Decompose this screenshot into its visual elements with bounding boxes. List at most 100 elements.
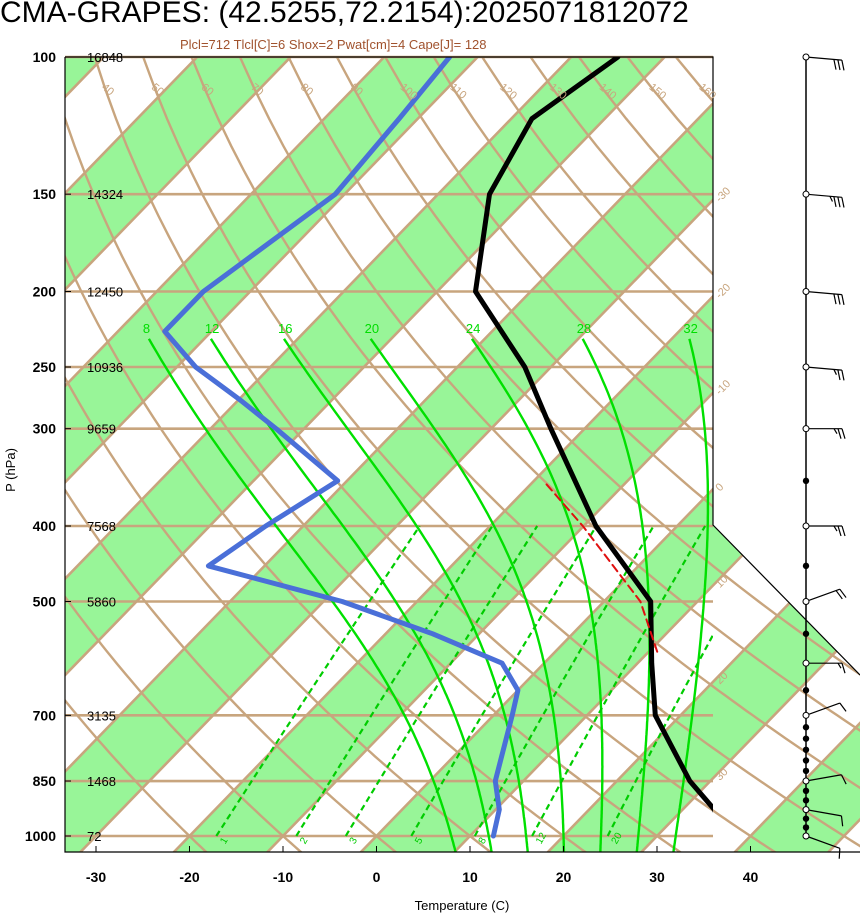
wind-barb-staff xyxy=(805,809,842,817)
moist-adiabat-label: 20 xyxy=(365,321,379,336)
height-label: 3135 xyxy=(87,708,116,723)
wind-barb-feather xyxy=(837,369,841,381)
mixing-ratio-label: 2 xyxy=(298,835,311,846)
wind-barb-station xyxy=(802,659,810,667)
y-tick-label: 300 xyxy=(33,421,57,437)
moist-adiabat-label: 28 xyxy=(577,321,591,336)
height-label: 72 xyxy=(87,829,101,844)
x-tick-label: 20 xyxy=(556,869,572,885)
wind-barb-feather xyxy=(841,370,845,381)
wind-barb-staff xyxy=(805,56,842,61)
height-label: 16848 xyxy=(87,50,123,65)
height-label: 5860 xyxy=(87,594,116,609)
wind-barbs xyxy=(802,53,847,859)
wind-barb-station xyxy=(802,832,810,840)
moist-adiabat-label: 12 xyxy=(205,321,219,336)
wind-barb-feather xyxy=(841,197,845,208)
y-tick-label: 500 xyxy=(33,593,57,609)
dry-adiabat xyxy=(345,57,860,852)
wind-barb-station xyxy=(802,53,810,61)
x-tick-label: 10 xyxy=(462,869,478,885)
wind-level-dot xyxy=(802,746,810,753)
x-tick-label: 30 xyxy=(649,869,665,885)
wind-barb-staff xyxy=(805,193,842,198)
isotherm-band xyxy=(65,57,364,852)
wind-level-dot xyxy=(802,787,810,795)
wind-barb-feather xyxy=(841,294,845,305)
moist-adiabat-label: 24 xyxy=(466,321,480,336)
isotherm-line xyxy=(65,57,739,852)
wind-barb-station xyxy=(802,288,810,296)
mixing-ratio-label: 20 xyxy=(610,831,625,847)
isotherm-line xyxy=(502,57,860,852)
frame-axes xyxy=(64,57,860,853)
wind-level-dot xyxy=(802,824,810,831)
wind-barb-staff xyxy=(805,774,842,782)
wind-barb-station xyxy=(802,363,810,371)
height-label: 7568 xyxy=(87,519,116,534)
mixing-ratio-label: 5 xyxy=(413,835,426,846)
mixing-ratio-line xyxy=(295,525,494,837)
mixing-ratio-label: 1 xyxy=(218,835,231,846)
parcel-line xyxy=(542,479,659,653)
mixing-ratio-line xyxy=(531,525,707,837)
x-axis-label: Temperature (C) xyxy=(415,898,510,913)
wind-barb-feather xyxy=(837,662,842,669)
isotherm-line xyxy=(65,57,459,852)
isotherm-band xyxy=(65,57,551,852)
isotherm-label: -10 xyxy=(713,378,733,398)
wind-barb-feather xyxy=(829,196,834,202)
isotherm-line xyxy=(65,57,833,852)
dry-adiabat xyxy=(65,57,225,852)
isotherm-line xyxy=(689,57,860,852)
wind-level-dot xyxy=(802,724,810,731)
dry-adiabat xyxy=(65,57,321,852)
wind-barb-station xyxy=(802,522,810,530)
wind-barb-staff xyxy=(805,366,842,371)
wind-level-dot xyxy=(802,815,810,822)
wind-barb-staff xyxy=(805,290,842,296)
dry-adiabat-label: 40 xyxy=(99,81,116,98)
wind-barb-staff xyxy=(805,835,841,849)
wind-barb-feather xyxy=(833,196,837,207)
isotherm-label: -20 xyxy=(713,282,733,302)
mixing-ratio-line xyxy=(344,525,539,837)
y-tick-label: 850 xyxy=(33,773,57,789)
wind-barb-feather xyxy=(835,590,843,600)
height-label: 9659 xyxy=(87,422,116,437)
frame-outline xyxy=(65,56,860,676)
wind-barb-feather xyxy=(841,428,846,439)
height-label: 14324 xyxy=(87,187,123,202)
dry-adiabat xyxy=(164,57,860,852)
wind-level-dot xyxy=(802,797,810,804)
isotherm-band xyxy=(65,57,738,852)
wind-barb-station xyxy=(802,711,810,719)
wind-level-dot xyxy=(802,562,810,570)
dry-adiabat xyxy=(254,57,860,852)
x-tick-label: 40 xyxy=(743,869,759,885)
isotherm-line xyxy=(128,57,860,852)
dewpoint-line xyxy=(162,57,521,839)
wind-level-dot xyxy=(802,735,810,742)
y-tick-label: 1000 xyxy=(25,828,56,844)
plot-frame xyxy=(64,56,860,853)
wind-barb-feather xyxy=(841,60,845,71)
mixing-ratio-line xyxy=(410,525,598,837)
moist-adiabat xyxy=(209,338,493,852)
mixing-ratio-label: 12 xyxy=(534,831,549,847)
moist-adiabat xyxy=(283,338,529,852)
wind-barb-feather xyxy=(841,525,846,537)
temperature-line xyxy=(473,57,713,813)
wind-barb-feather xyxy=(833,369,837,375)
x-tick-label: -30 xyxy=(86,869,106,885)
dry-adiabat xyxy=(300,57,860,852)
wind-barb-feather xyxy=(833,428,838,434)
y-tick-label: 400 xyxy=(33,518,57,534)
chart-title: CMA-GRAPES: (42.5255,72.2154):2025071812… xyxy=(0,0,689,29)
wind-level-dot xyxy=(802,767,810,775)
wind-barb-feather xyxy=(837,525,842,537)
chart-subtitle: Plcl=712 Tlcl[C]=6 Shox=2 Pwat[cm]=4 Cap… xyxy=(180,37,487,52)
moist-adiabat xyxy=(369,338,566,852)
